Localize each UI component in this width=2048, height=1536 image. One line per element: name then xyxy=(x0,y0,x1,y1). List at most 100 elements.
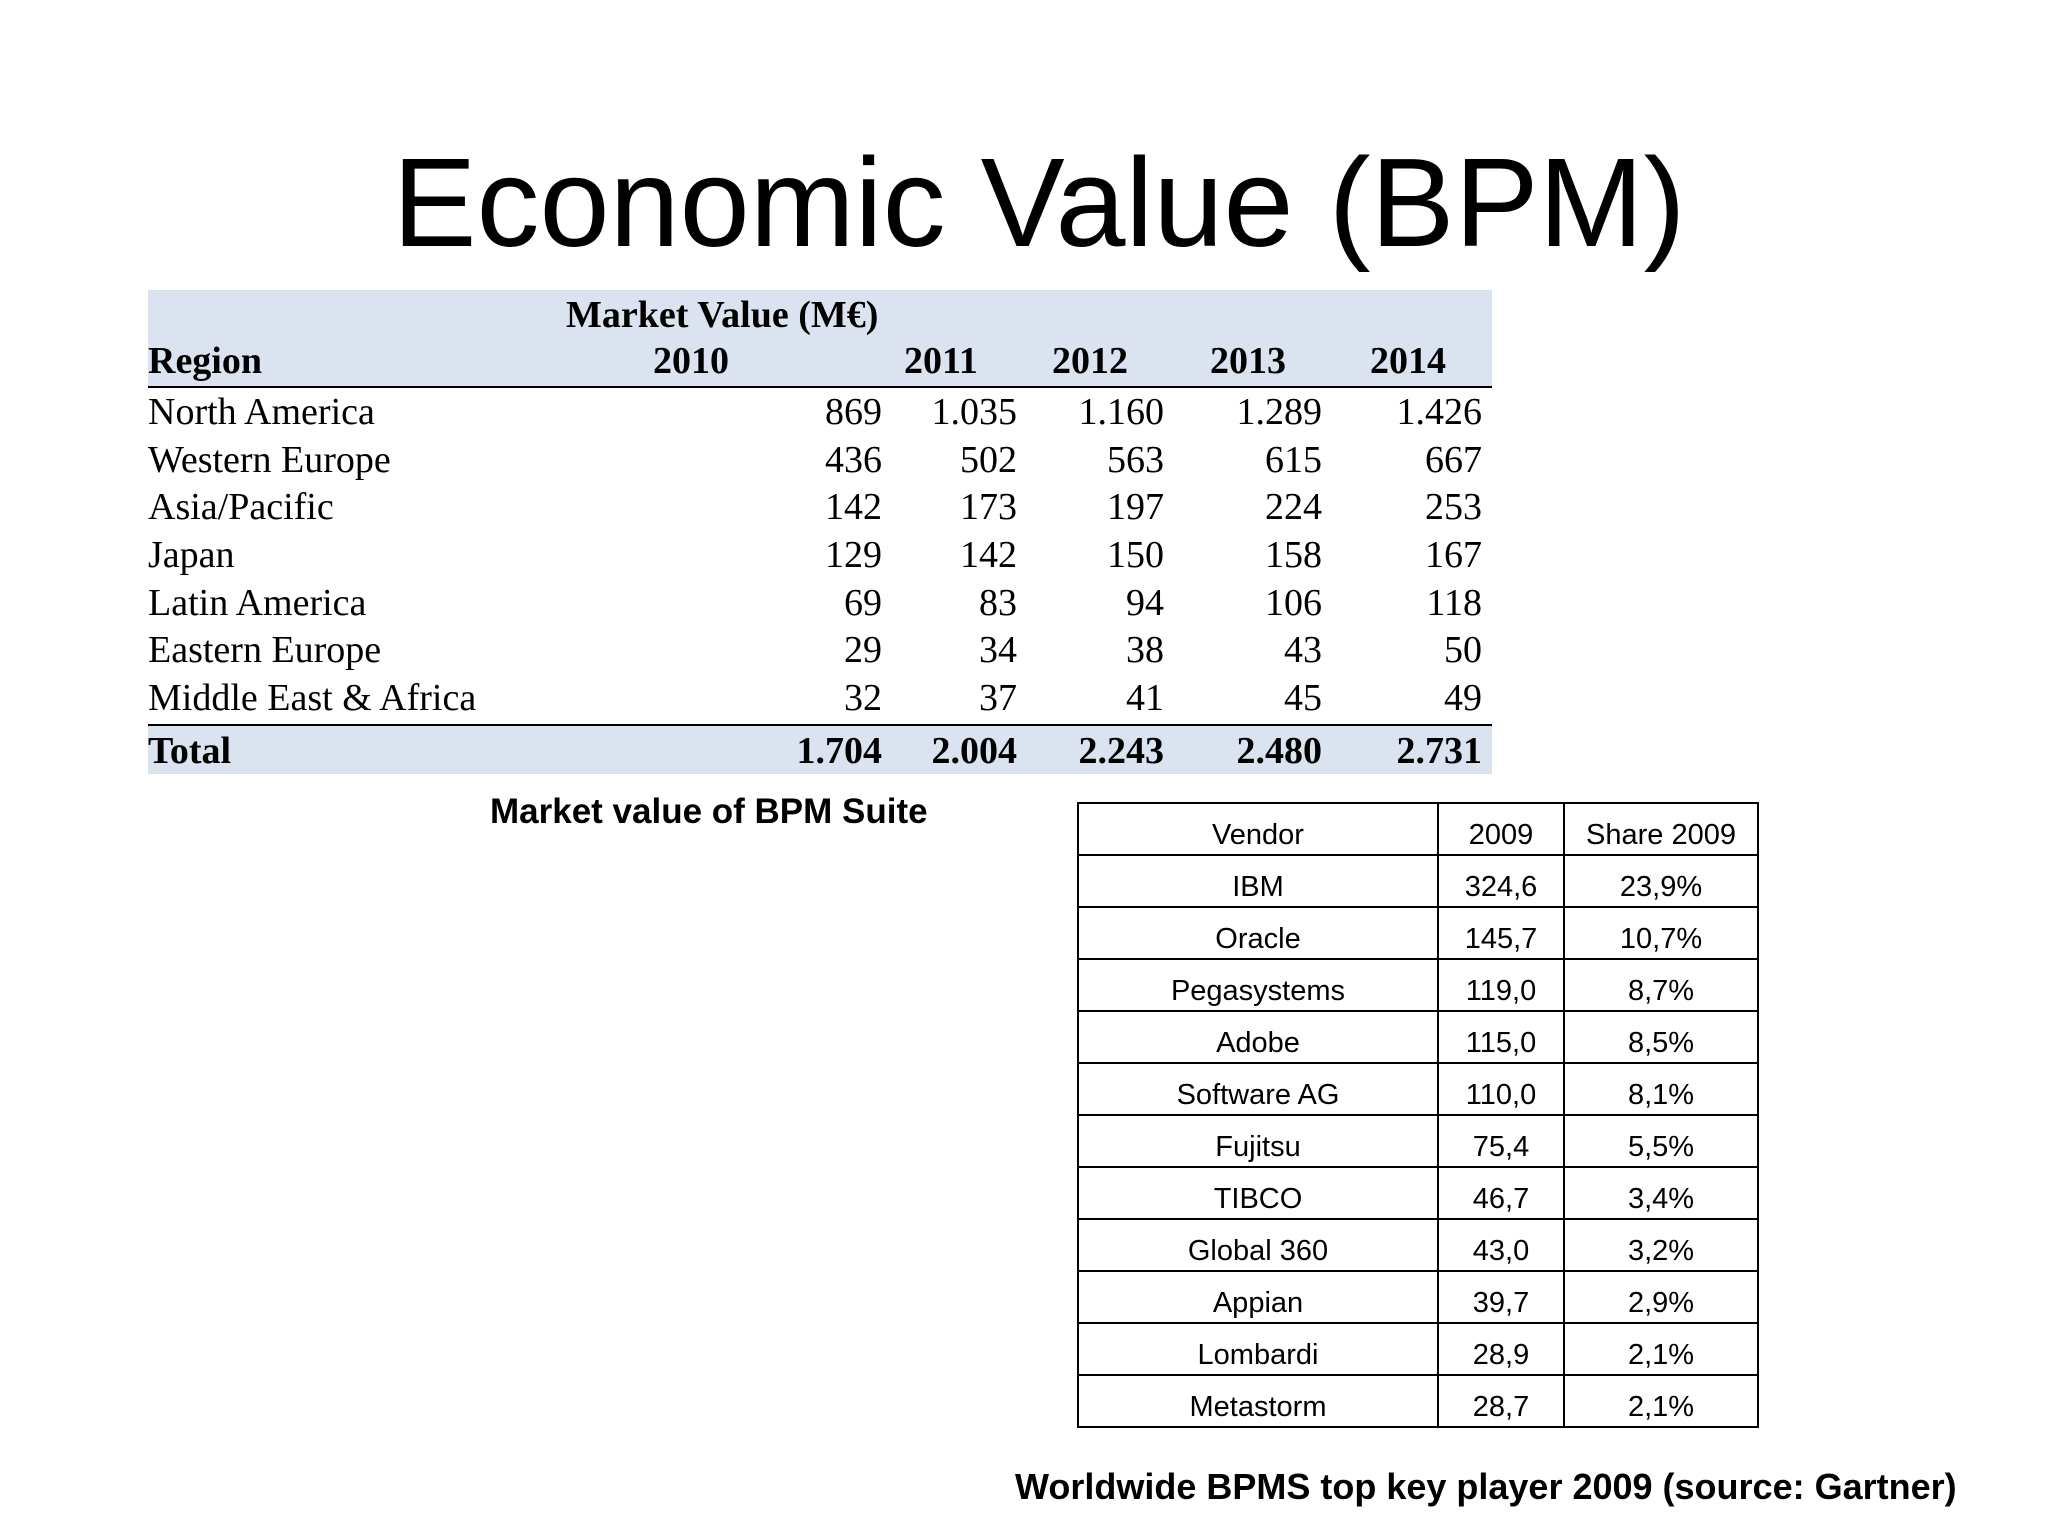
vendor-2009-value-cell: 39,7 xyxy=(1437,1270,1565,1324)
value-cell: 50 xyxy=(1444,629,1482,672)
vendor-table-caption: Worldwide BPMS top key player 2009 (sour… xyxy=(1015,1466,1957,1507)
value-cell: 43 xyxy=(1284,629,1322,672)
region-cell: Eastern Europe xyxy=(148,629,382,672)
vendor-share-cell: 5,5% xyxy=(1563,1114,1759,1168)
vendor-share-cell: 2,1% xyxy=(1563,1374,1759,1428)
year-header-2013: 2013 xyxy=(1210,340,1286,382)
region-cell: Asia/Pacific xyxy=(148,486,334,529)
table-row: Asia/Pacific 142 173 197 224 253 xyxy=(148,483,1492,531)
table-row: North America 869 1.035 1.160 1.289 1.426 xyxy=(148,388,1492,436)
vendor-2009-value-cell: 43,0 xyxy=(1437,1218,1565,1272)
value-cell: 1.426 xyxy=(1396,391,1483,433)
table-row: IBM 324,6 23,9% xyxy=(1077,854,1759,908)
total-value-2011: 2.004 xyxy=(931,729,1018,772)
value-cell: 32 xyxy=(844,677,882,720)
year-header-2011: 2011 xyxy=(904,340,978,382)
market-table-body: North America 869 1.035 1.160 1.289 1.426 West… xyxy=(148,388,1492,722)
vendor-share-cell: 3,2% xyxy=(1563,1218,1759,1272)
vendor-share-cell: 2,1% xyxy=(1563,1322,1759,1376)
value-cell: 563 xyxy=(1107,438,1164,481)
value-cell: 1.289 xyxy=(1236,391,1323,433)
table-row: Fujitsu 75,4 5,5% xyxy=(1077,1114,1759,1168)
value-cell: 41 xyxy=(1126,677,1164,720)
value-cell: 34 xyxy=(979,629,1017,672)
value-cell: 142 xyxy=(825,486,882,529)
share-2009-header: Share 2009 xyxy=(1563,802,1759,856)
vendor-table-header-row: Vendor 2009 Share 2009 xyxy=(1077,802,1759,856)
vendor-share-table: Vendor 2009 Share 2009 IBM 324,6 23,9% Orac… xyxy=(1077,802,1759,1428)
table-row: Latin America 69 83 94 106 118 xyxy=(148,579,1492,627)
vendor-name-cell: Oracle xyxy=(1077,906,1439,960)
total-label: Total xyxy=(148,729,232,772)
value-cell: 29 xyxy=(844,629,882,672)
vendor-2009-value-cell: 324,6 xyxy=(1437,854,1565,908)
value-cell: 38 xyxy=(1126,629,1164,672)
value-cell: 37 xyxy=(979,677,1017,720)
vendor-name-cell: Metastorm xyxy=(1077,1374,1439,1428)
market-table-caption: Market Value (M€) xyxy=(566,294,879,336)
vendor-share-cell: 8,1% xyxy=(1563,1062,1759,1116)
region-cell: Middle East & Africa xyxy=(148,677,477,720)
vendor-share-cell: 2,9% xyxy=(1563,1270,1759,1324)
vendor-name-cell: Fujitsu xyxy=(1077,1114,1439,1168)
vendor-name-cell: Lombardi xyxy=(1077,1322,1439,1376)
value-cell: 502 xyxy=(960,438,1017,481)
value-cell: 436 xyxy=(825,438,882,481)
vendor-name-cell: Global 360 xyxy=(1077,1218,1439,1272)
value-cell: 197 xyxy=(1107,486,1164,529)
market-value-caption: Market value of BPM Suite xyxy=(490,792,928,831)
value-cell: 94 xyxy=(1126,581,1164,624)
table-row: Lombardi 28,9 2,1% xyxy=(1077,1322,1759,1376)
region-cell: Latin America xyxy=(148,581,367,624)
value-cell: 150 xyxy=(1107,534,1164,577)
vendor-name-cell: Appian xyxy=(1077,1270,1439,1324)
vendor-name-cell: Pegasystems xyxy=(1077,958,1439,1012)
value-cell: 45 xyxy=(1284,677,1322,720)
market-table-total-row: Total 1.704 2.004 2.243 2.480 2.731 xyxy=(148,723,1492,774)
vendor-2009-value-cell: 115,0 xyxy=(1437,1010,1565,1064)
vendor-header: Vendor xyxy=(1077,802,1439,856)
value-cell: 106 xyxy=(1265,581,1322,624)
vendor-2009-value-cell: 46,7 xyxy=(1437,1166,1565,1220)
region-header: Region xyxy=(148,340,262,382)
vendor-2009-value-cell: 75,4 xyxy=(1437,1114,1565,1168)
table-row: Software AG 110,0 8,1% xyxy=(1077,1062,1759,1116)
market-table-header: Market Value (M€) Region 2010 2011 2012 … xyxy=(148,290,1492,388)
year-2009-header: 2009 xyxy=(1437,802,1565,856)
vendor-2009-value-cell: 110,0 xyxy=(1437,1062,1565,1116)
vendor-share-cell: 23,9% xyxy=(1563,854,1759,908)
year-header-2010: 2010 xyxy=(653,340,729,382)
table-row: TIBCO 46,7 3,4% xyxy=(1077,1166,1759,1220)
table-row: Metastorm 28,7 2,1% xyxy=(1077,1374,1759,1428)
value-cell: 118 xyxy=(1426,581,1482,624)
value-cell: 167 xyxy=(1425,534,1482,577)
vendor-name-cell: Adobe xyxy=(1077,1010,1439,1064)
value-cell: 173 xyxy=(960,486,1017,529)
vendor-share-cell: 10,7% xyxy=(1563,906,1759,960)
value-cell: 69 xyxy=(844,581,882,624)
table-row: Appian 39,7 2,9% xyxy=(1077,1270,1759,1324)
value-cell: 49 xyxy=(1444,677,1482,720)
value-cell: 224 xyxy=(1265,486,1322,529)
value-cell: 83 xyxy=(979,581,1017,624)
vendor-share-cell: 8,5% xyxy=(1563,1010,1759,1064)
value-cell: 615 xyxy=(1265,438,1322,481)
vendor-2009-value-cell: 119,0 xyxy=(1437,958,1565,1012)
table-row: Western Europe 436 502 563 615 667 xyxy=(148,436,1492,484)
value-cell: 158 xyxy=(1265,534,1322,577)
table-row: Japan 129 142 150 158 167 xyxy=(148,531,1492,579)
vendor-name-cell: IBM xyxy=(1077,854,1439,908)
vendor-2009-value-cell: 28,7 xyxy=(1437,1374,1565,1428)
total-value-2010: 1.704 xyxy=(796,729,883,772)
table-row: Pegasystems 119,0 8,7% xyxy=(1077,958,1759,1012)
market-value-table: Market Value (M€) Region 2010 2011 2012 … xyxy=(148,290,1492,774)
total-value-2013: 2.480 xyxy=(1236,729,1323,772)
table-row: Middle East & Africa 32 37 41 45 49 xyxy=(148,674,1492,722)
value-cell: 253 xyxy=(1425,486,1482,529)
value-cell: 129 xyxy=(825,534,882,577)
value-cell: 142 xyxy=(960,534,1017,577)
year-header-2012: 2012 xyxy=(1052,340,1128,382)
region-cell: Western Europe xyxy=(148,438,391,481)
year-header-2014: 2014 xyxy=(1370,340,1446,382)
table-row: Adobe 115,0 8,5% xyxy=(1077,1010,1759,1064)
